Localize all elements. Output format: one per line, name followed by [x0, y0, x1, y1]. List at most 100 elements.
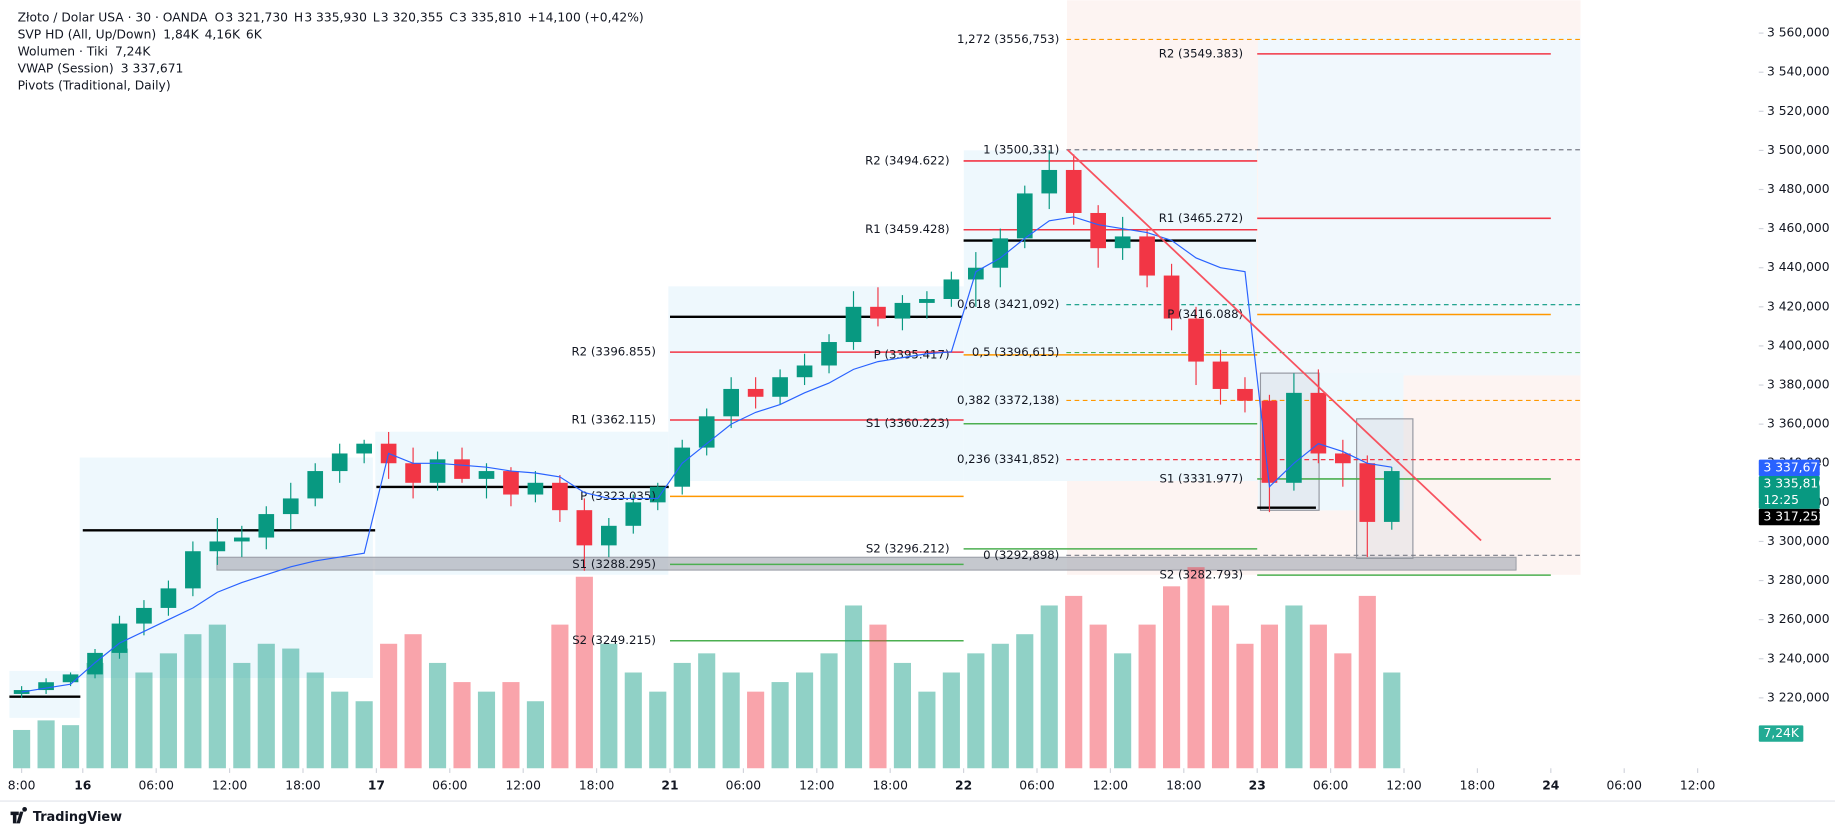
pivot-label: R2 (3494.622)	[865, 153, 949, 167]
candle-body	[1212, 361, 1229, 389]
pivot-label: R2 (3549.383)	[1159, 46, 1243, 60]
pivot-label: S2 (3296.212)	[866, 541, 950, 555]
x-tick-label: 12:00	[212, 778, 247, 792]
candle-body	[503, 471, 519, 495]
logo	[10, 806, 27, 824]
volume-bar	[722, 672, 740, 769]
volume-bar	[1187, 567, 1205, 769]
volume-bar	[1138, 624, 1156, 769]
value-area	[375, 431, 669, 575]
price-badge	[1758, 476, 1820, 509]
candle-body	[894, 302, 911, 319]
legend-text: 3 320,355	[381, 10, 444, 24]
legend-text: C	[449, 10, 458, 24]
x-tick-label: 12:00	[1093, 778, 1128, 792]
volume-bar	[453, 682, 471, 769]
candle-body	[62, 674, 79, 683]
volume-bar	[1358, 595, 1376, 769]
legend-text: +14,100 (+0,42%)	[527, 10, 643, 24]
x-tick-label: 17	[368, 778, 385, 792]
candle-body	[356, 443, 372, 454]
x-tick-label: 06:00	[726, 778, 761, 792]
candle-body	[1237, 388, 1253, 401]
fib-label: 1 (3500,331)	[983, 142, 1059, 156]
pivot-label: R1 (3362.115)	[572, 413, 656, 427]
legend-text: 4,16K	[205, 27, 241, 41]
fib-label: 0,236 (3341,852)	[957, 452, 1059, 466]
pivot-label: P (3323.035)	[580, 489, 656, 503]
trendline	[1066, 149, 1482, 542]
pivot-label: S2 (3282.793)	[1159, 568, 1243, 582]
candle-body	[698, 416, 715, 448]
candle-body	[429, 459, 446, 483]
candle-body	[282, 498, 299, 515]
volume-bar	[991, 643, 1009, 769]
volume-bar	[282, 648, 300, 769]
volume-bar	[747, 691, 765, 769]
value-area	[963, 150, 1257, 481]
y-tick-label: 3 540,000	[1767, 65, 1830, 79]
y-tick-label: 3 440,000	[1767, 260, 1830, 274]
pivot-label: S1 (3331.977)	[1159, 471, 1243, 485]
y-tick-label: 3 420,000	[1767, 299, 1830, 313]
y-tick-label: 3 460,000	[1767, 221, 1830, 235]
candle-body	[331, 453, 348, 472]
legend-text: VWAP (Session)	[18, 61, 114, 75]
x-tick-label: 06:00	[1019, 778, 1054, 792]
volume-bar	[918, 691, 936, 769]
pivot-label: P (3395.417)	[874, 347, 950, 361]
price-badge-label: 3 337,671	[1763, 460, 1826, 474]
volume-bar	[967, 653, 985, 769]
legend-text: L	[373, 10, 380, 24]
volume-bar	[477, 691, 496, 769]
y-tick-label: 3 560,000	[1767, 26, 1830, 40]
candle-body	[747, 388, 764, 397]
candle-body	[1383, 471, 1400, 522]
volume-bar	[1236, 643, 1254, 769]
volume-bar	[673, 662, 691, 769]
candle-body	[1335, 453, 1351, 464]
volume-bar	[551, 624, 569, 769]
x-tick-label: 16	[74, 778, 91, 792]
volume-bar	[86, 662, 104, 769]
x-tick-label: 06:00	[1606, 778, 1641, 792]
y-tick-label: 3 500,000	[1767, 143, 1830, 157]
candle-body	[160, 588, 177, 608]
candle-body	[87, 652, 103, 675]
candle-body	[870, 306, 886, 319]
volume-bar	[502, 682, 520, 769]
volume-bar	[1285, 605, 1303, 769]
candle-body	[454, 459, 470, 479]
y-tick-label: 3 240,000	[1767, 651, 1830, 665]
volume-bar	[110, 648, 129, 769]
volume-bar	[208, 624, 226, 769]
x-tick-label: 06:00	[1313, 778, 1348, 792]
candle-body	[1065, 169, 1082, 213]
footer: TradingView	[10, 806, 122, 825]
profile-tint	[1258, 35, 1581, 376]
legend-text: Złoto / Dolar USA · 30 · OANDA	[18, 10, 209, 24]
volume-bar	[1040, 605, 1058, 769]
x-tick-label: 12:00	[505, 778, 540, 792]
candle-body	[233, 537, 250, 542]
legend-text: 3 337,671	[121, 61, 184, 75]
y-tick-label: 3 220,000	[1767, 690, 1830, 704]
legend-text: 7,24K	[115, 44, 151, 58]
fib-label: 0 (3292,898)	[983, 548, 1059, 562]
y-tick-label: 3 520,000	[1767, 104, 1830, 118]
candle-body	[1139, 236, 1155, 276]
candle-body	[821, 342, 837, 366]
candle-body	[1359, 463, 1376, 522]
volume-bar	[1211, 605, 1230, 769]
legend-text: 3 335,810	[459, 10, 522, 24]
volume-bar	[771, 682, 789, 769]
volume-bar	[61, 725, 80, 769]
volume-bar	[526, 701, 544, 769]
volume-bar	[1089, 624, 1107, 769]
value-area	[668, 286, 964, 481]
x-tick-label: 12:00	[799, 778, 834, 792]
volume-bar	[37, 720, 55, 769]
volume-bar	[649, 691, 667, 769]
candle-body	[111, 623, 128, 653]
volume-bar	[1016, 634, 1034, 769]
